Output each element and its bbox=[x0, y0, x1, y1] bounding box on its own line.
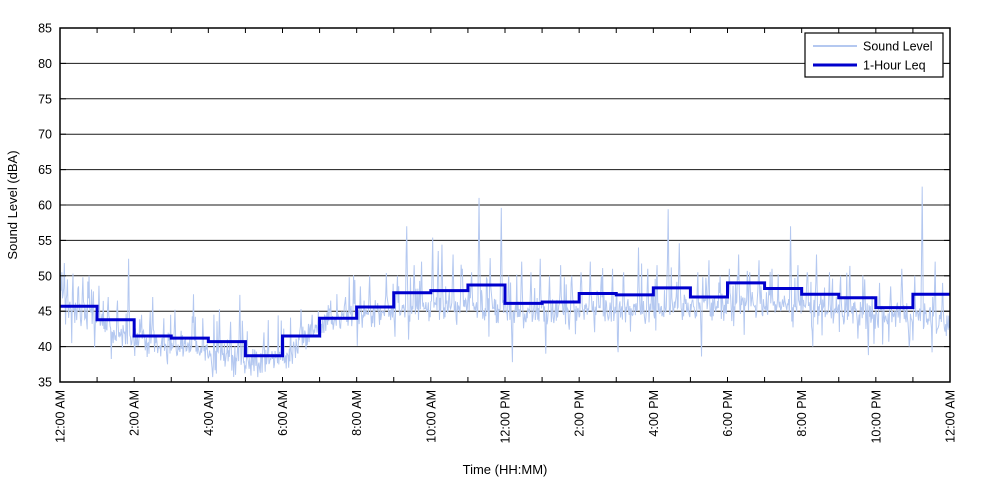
x-tick-label-12: 12:00 AM bbox=[944, 390, 958, 443]
y-tick-label-75: 75 bbox=[38, 92, 52, 106]
y-tick-label-50: 50 bbox=[38, 269, 52, 283]
y-tick-label-55: 55 bbox=[38, 234, 52, 248]
y-tick-label-45: 45 bbox=[38, 305, 52, 319]
x-tick-label-0: 12:00 AM bbox=[54, 390, 68, 443]
y-tick-label-35: 35 bbox=[38, 376, 52, 390]
y-axis-title: Sound Level (dBA) bbox=[5, 150, 20, 259]
x-tick-label-3: 6:00 AM bbox=[276, 390, 290, 436]
y-tick-label-85: 85 bbox=[38, 22, 52, 36]
x-tick-label-11: 10:00 PM bbox=[869, 390, 883, 444]
y-tick-label-80: 80 bbox=[38, 57, 52, 71]
x-tick-label-5: 10:00 AM bbox=[424, 390, 438, 443]
x-tick-label-4: 8:00 AM bbox=[350, 390, 364, 436]
y-tick-label-60: 60 bbox=[38, 199, 52, 213]
x-tick-labels: 12:00 AM 2:00 AM 4:00 AM 6:00 AM 8:00 AM 10:0… bbox=[54, 390, 958, 444]
y-tick-labels: 35 40 45 50 55 60 65 70 75 80 85 bbox=[38, 22, 52, 390]
x-tick-label-9: 6:00 PM bbox=[721, 390, 735, 437]
y-tick-label-70: 70 bbox=[38, 128, 52, 142]
legend-label-sound-level: Sound Level bbox=[863, 40, 933, 54]
data-series bbox=[59, 186, 951, 378]
x-tick-label-10: 8:00 PM bbox=[795, 390, 809, 437]
axis-ticks bbox=[59, 27, 951, 383]
sound-level-trace bbox=[59, 186, 951, 378]
x-tick-label-2: 4:00 AM bbox=[202, 390, 216, 436]
y-tick-label-40: 40 bbox=[38, 340, 52, 354]
x-tick-label-6: 12:00 PM bbox=[499, 390, 513, 444]
legend: Sound Level 1-Hour Leq bbox=[804, 32, 944, 78]
legend-box bbox=[804, 32, 944, 78]
legend-label-leq: 1-Hour Leq bbox=[863, 59, 926, 73]
leq-step-line bbox=[60, 281, 950, 358]
x-tick-label-8: 4:00 PM bbox=[647, 390, 661, 437]
x-tick-label-1: 2:00 AM bbox=[128, 390, 142, 436]
x-tick-label-7: 2:00 PM bbox=[573, 390, 587, 437]
y-tick-label-65: 65 bbox=[38, 163, 52, 177]
x-axis-title: Time (HH:MM) bbox=[463, 462, 548, 477]
gridlines bbox=[60, 62, 950, 348]
